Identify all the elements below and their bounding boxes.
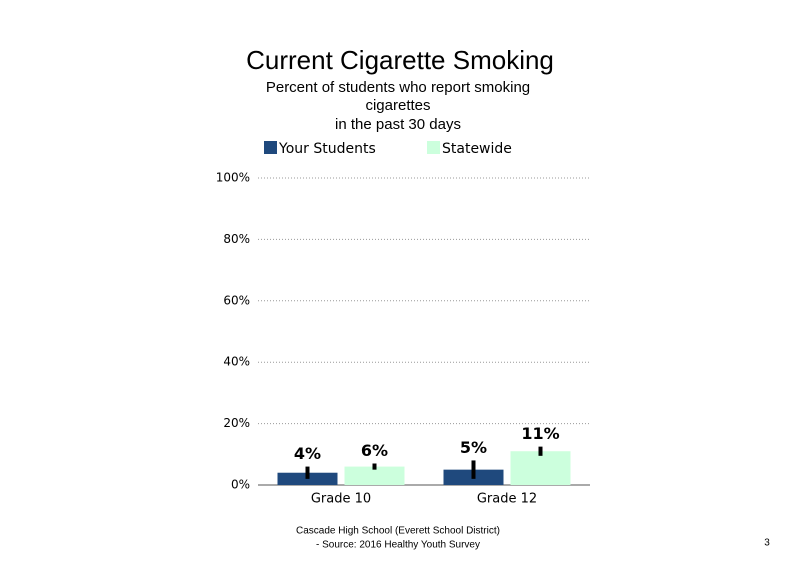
bar	[344, 466, 405, 485]
subtitle: cigarettes	[365, 97, 430, 114]
y-tick-label: 0%	[231, 478, 250, 492]
footer: - Source: 2016 Healthy Youth Survey	[316, 540, 480, 551]
page-number: 3	[764, 538, 770, 549]
x-tick-label: Grade 10	[311, 492, 371, 507]
y-tick-label: 80%	[223, 232, 250, 246]
legend-swatch	[264, 141, 277, 154]
value-label: 5%	[460, 438, 487, 457]
value-label: 4%	[294, 444, 321, 463]
x-tick-label: Grade 12	[477, 492, 537, 507]
footer: Cascade High School (Everett School Dist…	[296, 526, 500, 537]
legend-label: Your Students	[278, 141, 376, 157]
value-label: 11%	[521, 424, 559, 443]
chart-title: Current Cigarette Smoking	[246, 45, 554, 75]
legend-label: Statewide	[442, 141, 512, 157]
subtitle: in the past 30 days	[335, 116, 461, 133]
bar	[510, 451, 571, 485]
legend-swatch	[427, 141, 440, 154]
y-tick-label: 60%	[223, 293, 250, 307]
y-tick-label: 100%	[216, 171, 250, 185]
value-label: 6%	[361, 441, 388, 460]
y-tick-label: 20%	[223, 416, 250, 430]
y-tick-label: 40%	[223, 355, 250, 369]
subtitle: Percent of students who report smoking	[266, 79, 530, 96]
